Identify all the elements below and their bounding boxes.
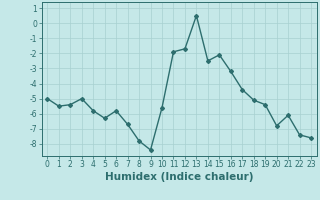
X-axis label: Humidex (Indice chaleur): Humidex (Indice chaleur): [105, 172, 253, 182]
